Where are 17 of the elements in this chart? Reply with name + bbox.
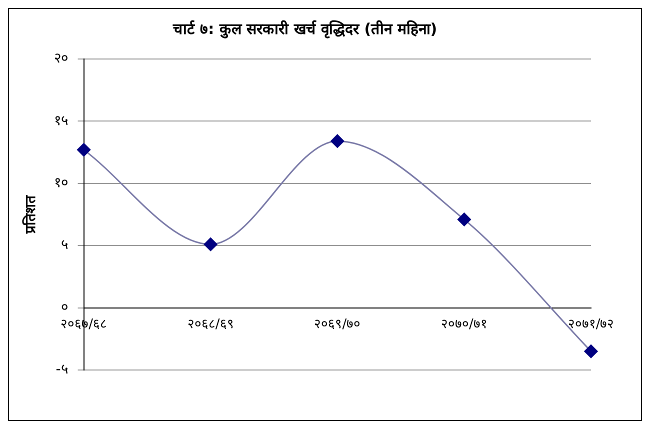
x-tick-label: २०७०/७१ <box>441 316 488 332</box>
point <box>330 134 344 148</box>
chart-title: चार्ट ७: कुल सरकारी खर्च वृद्धिदर (तीन महिना) <box>172 20 438 39</box>
x-tick-label: २०७१/७२ <box>568 316 614 332</box>
point <box>77 143 91 157</box>
y-tick-label: ० <box>60 299 68 316</box>
y-tick-label: २० <box>54 50 68 67</box>
point <box>584 344 598 358</box>
x-tick-label: २०६९/७० <box>314 316 361 332</box>
y-axis-title: प्रतिशत <box>22 194 40 234</box>
y-tick-label: १५ <box>54 112 68 129</box>
point <box>204 238 218 252</box>
point <box>457 212 471 226</box>
x-tick-label: २०६८/६९ <box>187 316 234 332</box>
y-tick-label: ५ <box>60 237 68 254</box>
y-tick-label: १० <box>54 175 68 192</box>
y-tick-label: -५ <box>56 362 68 378</box>
